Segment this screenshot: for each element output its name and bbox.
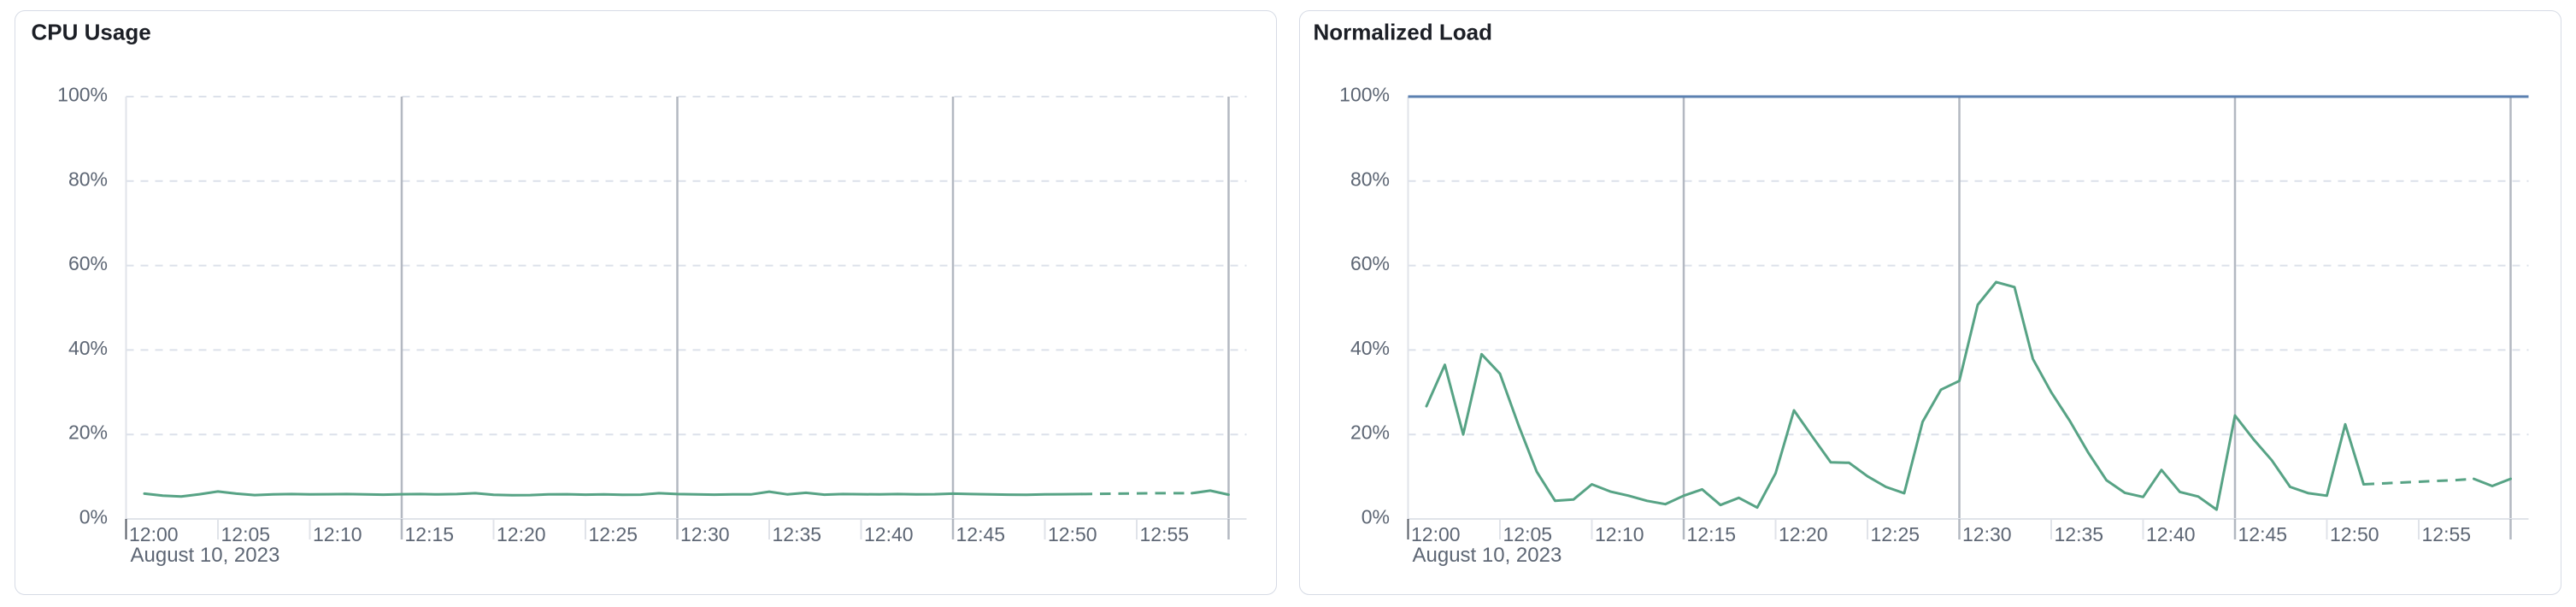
svg-text:12:10: 12:10 xyxy=(313,523,362,545)
svg-text:0%: 0% xyxy=(1362,506,1390,528)
svg-text:12:40: 12:40 xyxy=(864,523,914,545)
svg-text:Normalized Load: Normalized Load xyxy=(1314,20,1492,45)
svg-text:12:30: 12:30 xyxy=(1962,523,2012,545)
svg-text:40%: 40% xyxy=(1350,337,1390,359)
svg-text:12:45: 12:45 xyxy=(956,523,1006,545)
svg-text:100%: 100% xyxy=(57,84,108,106)
svg-text:12:25: 12:25 xyxy=(589,523,638,545)
svg-text:August 10, 2023: August 10, 2023 xyxy=(131,544,280,567)
svg-text:August 10, 2023: August 10, 2023 xyxy=(1413,544,1562,567)
svg-text:12:40: 12:40 xyxy=(2146,523,2196,545)
svg-text:12:20: 12:20 xyxy=(1779,523,1828,545)
svg-text:12:15: 12:15 xyxy=(1687,523,1737,545)
svg-text:12:25: 12:25 xyxy=(1871,523,1920,545)
svg-text:12:55: 12:55 xyxy=(1140,523,1190,545)
svg-text:20%: 20% xyxy=(1350,421,1390,444)
svg-text:12:00: 12:00 xyxy=(129,523,179,545)
svg-text:12:10: 12:10 xyxy=(1595,523,1644,545)
svg-text:0%: 0% xyxy=(79,506,108,528)
svg-text:12:20: 12:20 xyxy=(497,523,546,545)
svg-text:60%: 60% xyxy=(68,252,108,274)
svg-text:12:35: 12:35 xyxy=(773,523,822,545)
svg-text:12:50: 12:50 xyxy=(2330,523,2379,545)
svg-text:12:15: 12:15 xyxy=(405,523,455,545)
svg-text:60%: 60% xyxy=(1350,252,1390,274)
svg-text:CPU Usage: CPU Usage xyxy=(32,20,151,45)
svg-text:100%: 100% xyxy=(1339,84,1390,106)
svg-text:12:30: 12:30 xyxy=(680,523,730,545)
svg-text:12:05: 12:05 xyxy=(221,523,271,545)
svg-text:12:00: 12:00 xyxy=(1411,523,1461,545)
svg-text:40%: 40% xyxy=(68,337,108,359)
svg-text:20%: 20% xyxy=(68,421,108,444)
svg-text:80%: 80% xyxy=(1350,168,1390,190)
svg-text:12:45: 12:45 xyxy=(2238,523,2288,545)
svg-text:12:35: 12:35 xyxy=(2055,523,2104,545)
svg-text:80%: 80% xyxy=(68,168,108,190)
svg-text:12:05: 12:05 xyxy=(1503,523,1553,545)
svg-text:12:50: 12:50 xyxy=(1048,523,1097,545)
svg-text:12:55: 12:55 xyxy=(2422,523,2472,545)
